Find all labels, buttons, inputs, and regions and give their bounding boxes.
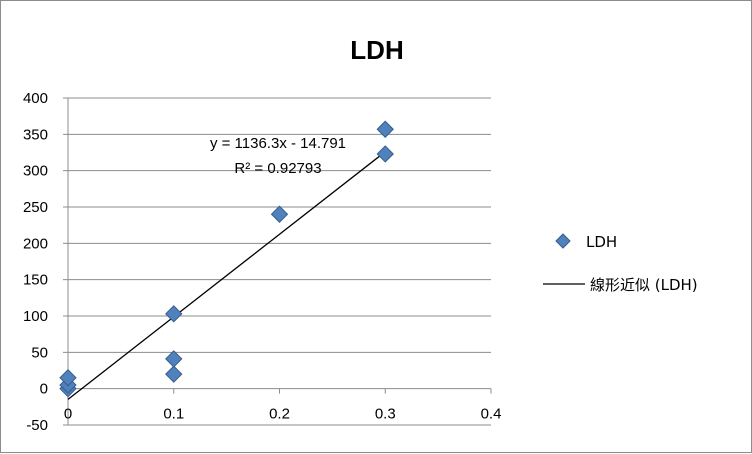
y-tick-label: 300 [23,163,48,180]
x-tick-label: 0.1 [163,406,184,423]
data-point-ldh [376,120,394,138]
y-tick-label: 350 [23,126,48,143]
data-point-ldh [165,305,183,323]
legend-label-ldh: LDH [586,233,617,251]
legend-label-trendline: 線形近似 (LDH) [590,276,698,294]
y-axis-tick-labels: 400 350 300 250 200 150 100 50 0 -50 [23,90,48,434]
x-tick-label: 0.3 [375,406,396,423]
x-tick-label: 0 [64,406,72,423]
chart-title: LDH [350,35,403,65]
y-tick-label: 200 [23,235,48,252]
x-tick-label: 0.2 [269,406,290,423]
y-tick-label: 150 [23,272,48,289]
y-tick-label: 400 [23,90,48,107]
data-point-ldh [165,350,183,368]
grid-lines [63,97,491,426]
y-tick-label: 0 [40,381,48,398]
data-point-ldh [165,365,183,383]
trendline-equation: y = 1136.3x - 14.791 [210,135,346,152]
legend-marker-ldh [555,233,571,249]
data-point-ldh [376,145,394,163]
data-points [59,120,394,398]
trendline-group [67,151,386,400]
y-tick-label: 100 [23,308,48,325]
trendline [67,151,386,400]
x-axis-tick-labels: 0 0.1 0.2 0.3 0.4 [64,388,502,423]
data-point-ldh [59,369,77,387]
trendline-r-squared: R² = 0.92793 [234,160,321,177]
data-point-ldh [270,205,289,223]
x-tick-label: 0.4 [481,406,502,423]
y-tick-label: -50 [26,417,48,434]
y-tick-label: 250 [23,199,48,216]
legend: LDH 線形近似 (LDH) [543,233,698,294]
y-tick-label: 50 [31,344,48,361]
